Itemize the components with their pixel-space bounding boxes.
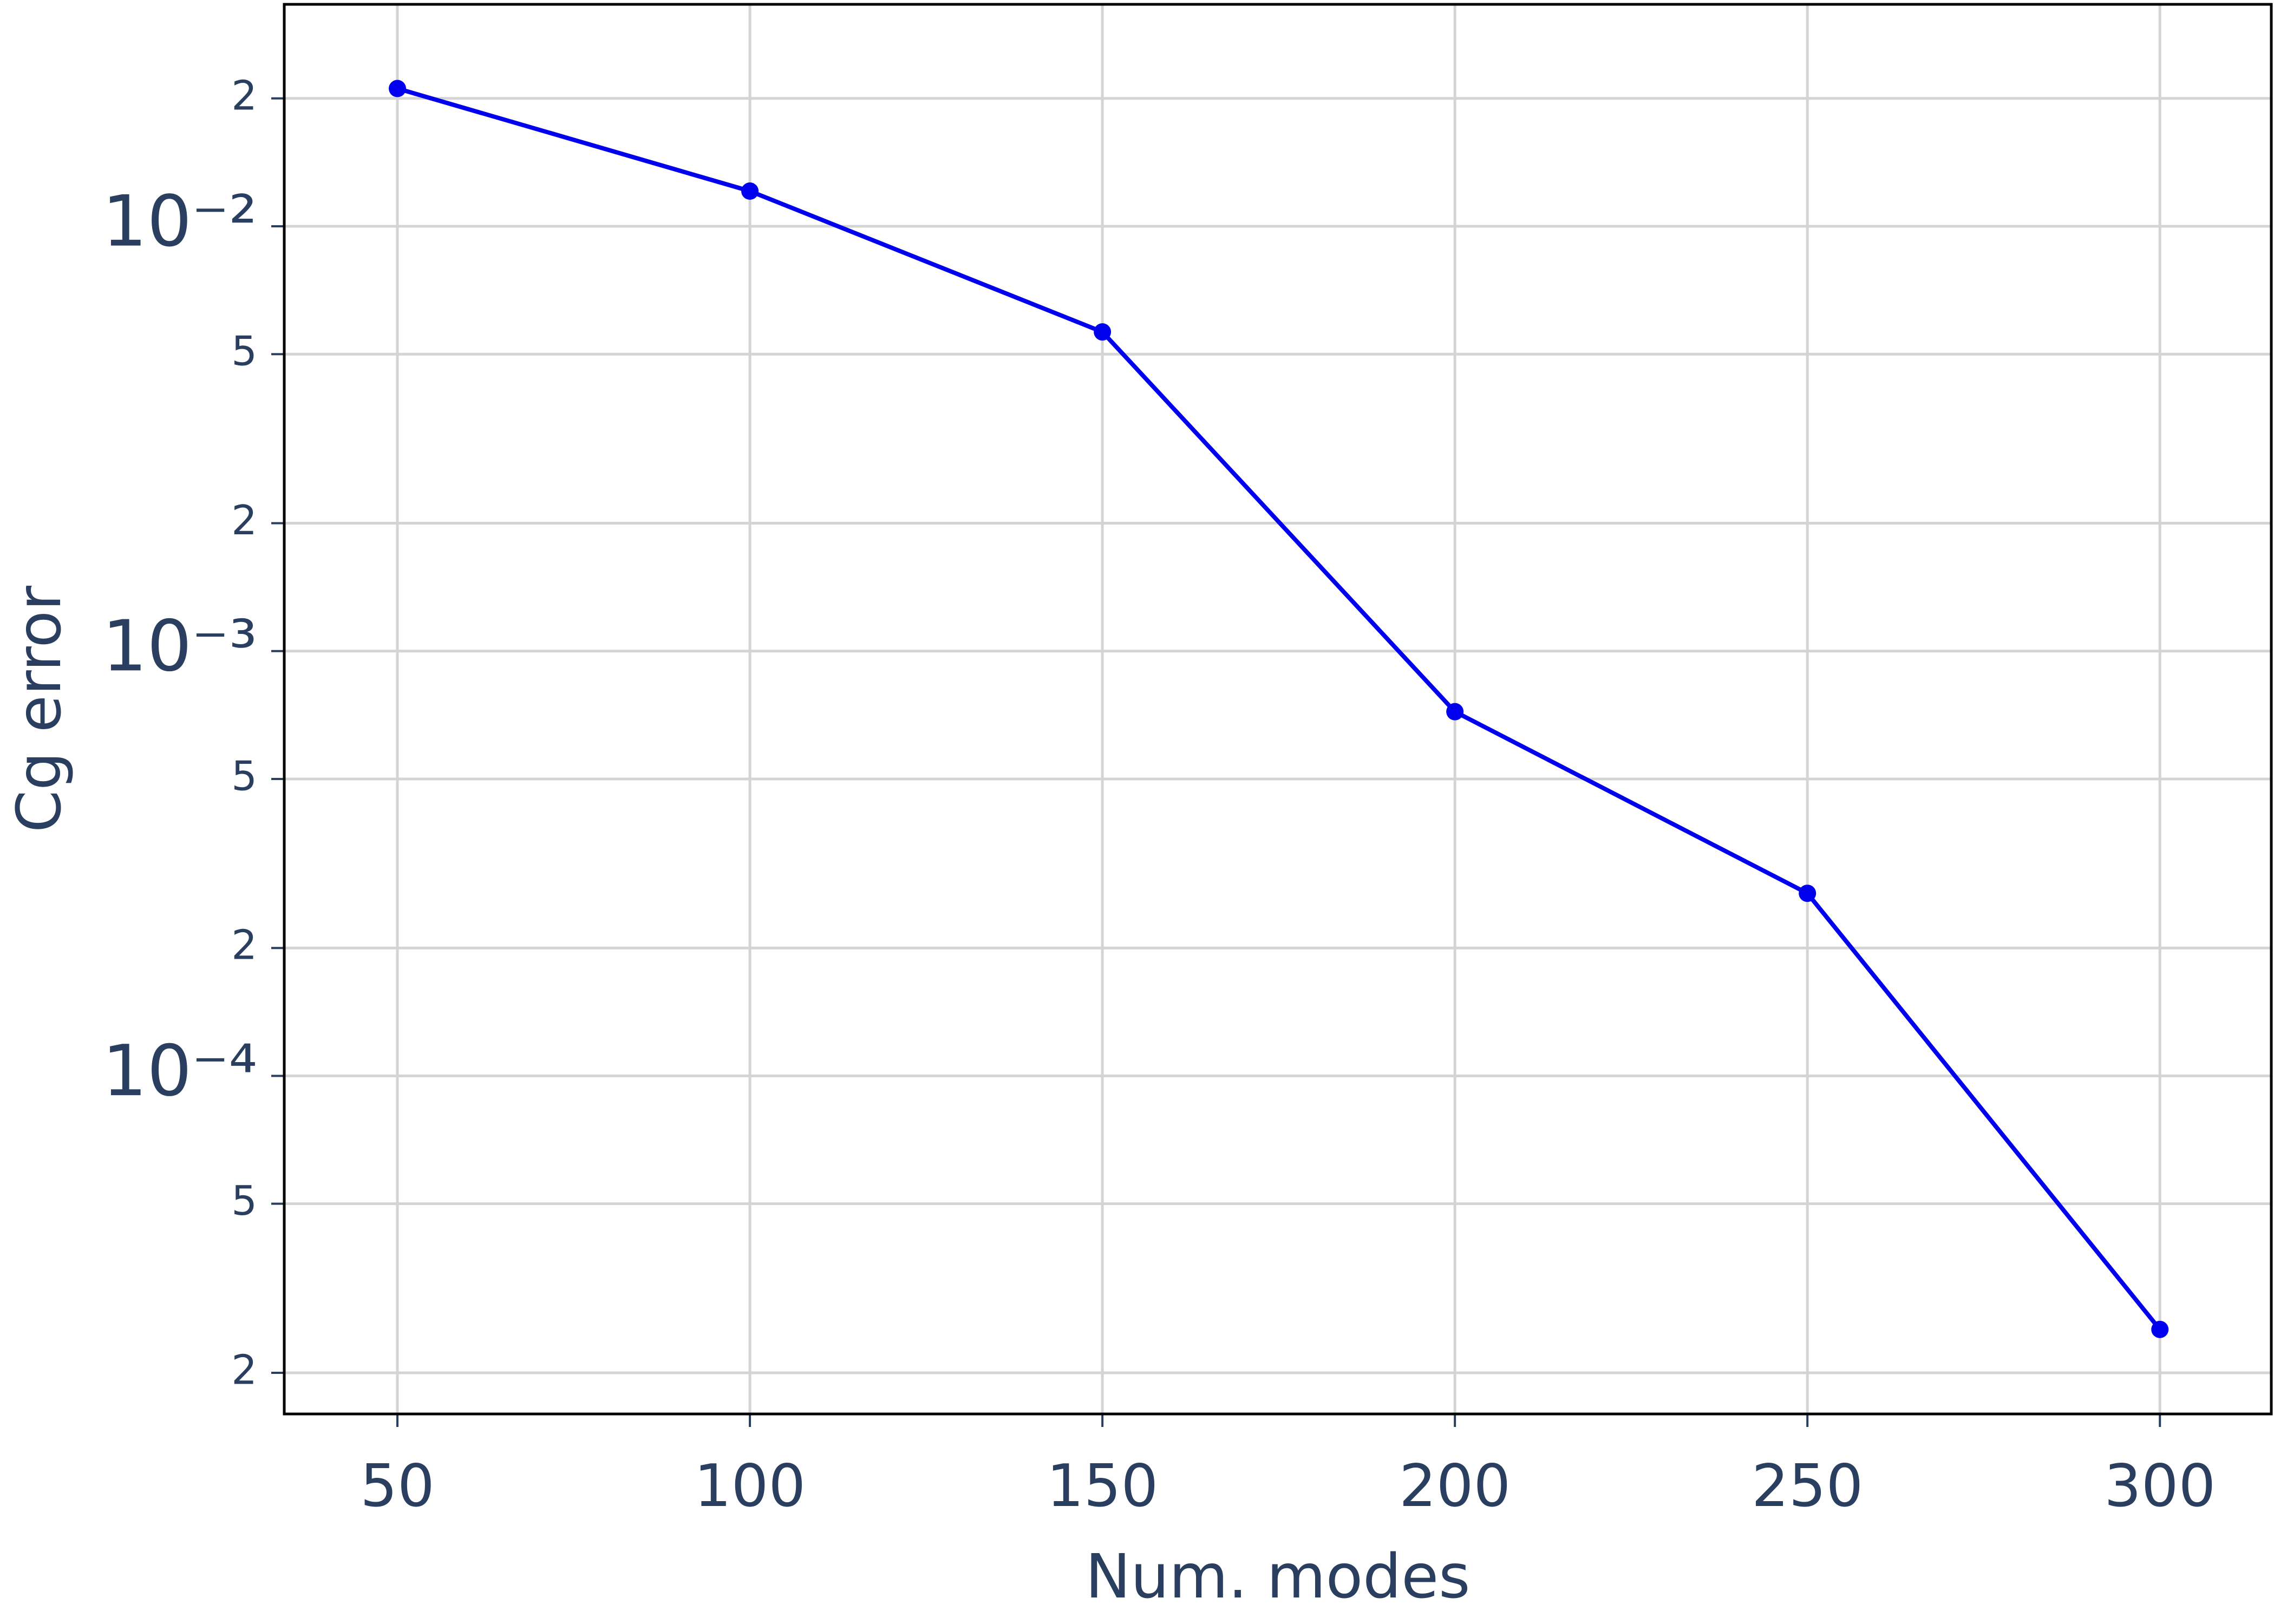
plot-frame [283,3,2273,1416]
x-tick-label: 50 [360,1452,434,1520]
y-tick-label: 2 [231,921,257,969]
y-tick-label: 5 [231,328,257,375]
data-point [1799,885,1816,902]
data-point [741,182,759,200]
y-tick-label: 10⁻³ [102,605,257,687]
y-tick-label: 2 [231,71,257,119]
y-axis-title: Cg error [4,585,75,833]
y-tick-label: 5 [231,752,257,800]
y-tick-label: 2 [231,1346,257,1393]
x-tick-label: 200 [1399,1452,1511,1520]
y-tick-label: 2 [231,496,257,544]
data-point [1446,703,1464,721]
data-line [396,86,2162,1331]
y-tick-label: 10⁻² [102,180,257,263]
y-tick-label: 10⁻⁴ [102,1030,257,1112]
y-tick-label: 5 [231,1177,257,1224]
x-tick-label: 250 [1752,1452,1863,1520]
x-tick-label: 300 [2104,1452,2216,1520]
data-point [2151,1320,2169,1338]
data-point [1094,323,1112,341]
x-tick-label: 100 [694,1452,806,1520]
x-axis-title: Num. modes [1085,1542,1470,1612]
data-point [388,80,406,97]
x-tick-label: 150 [1047,1452,1158,1520]
